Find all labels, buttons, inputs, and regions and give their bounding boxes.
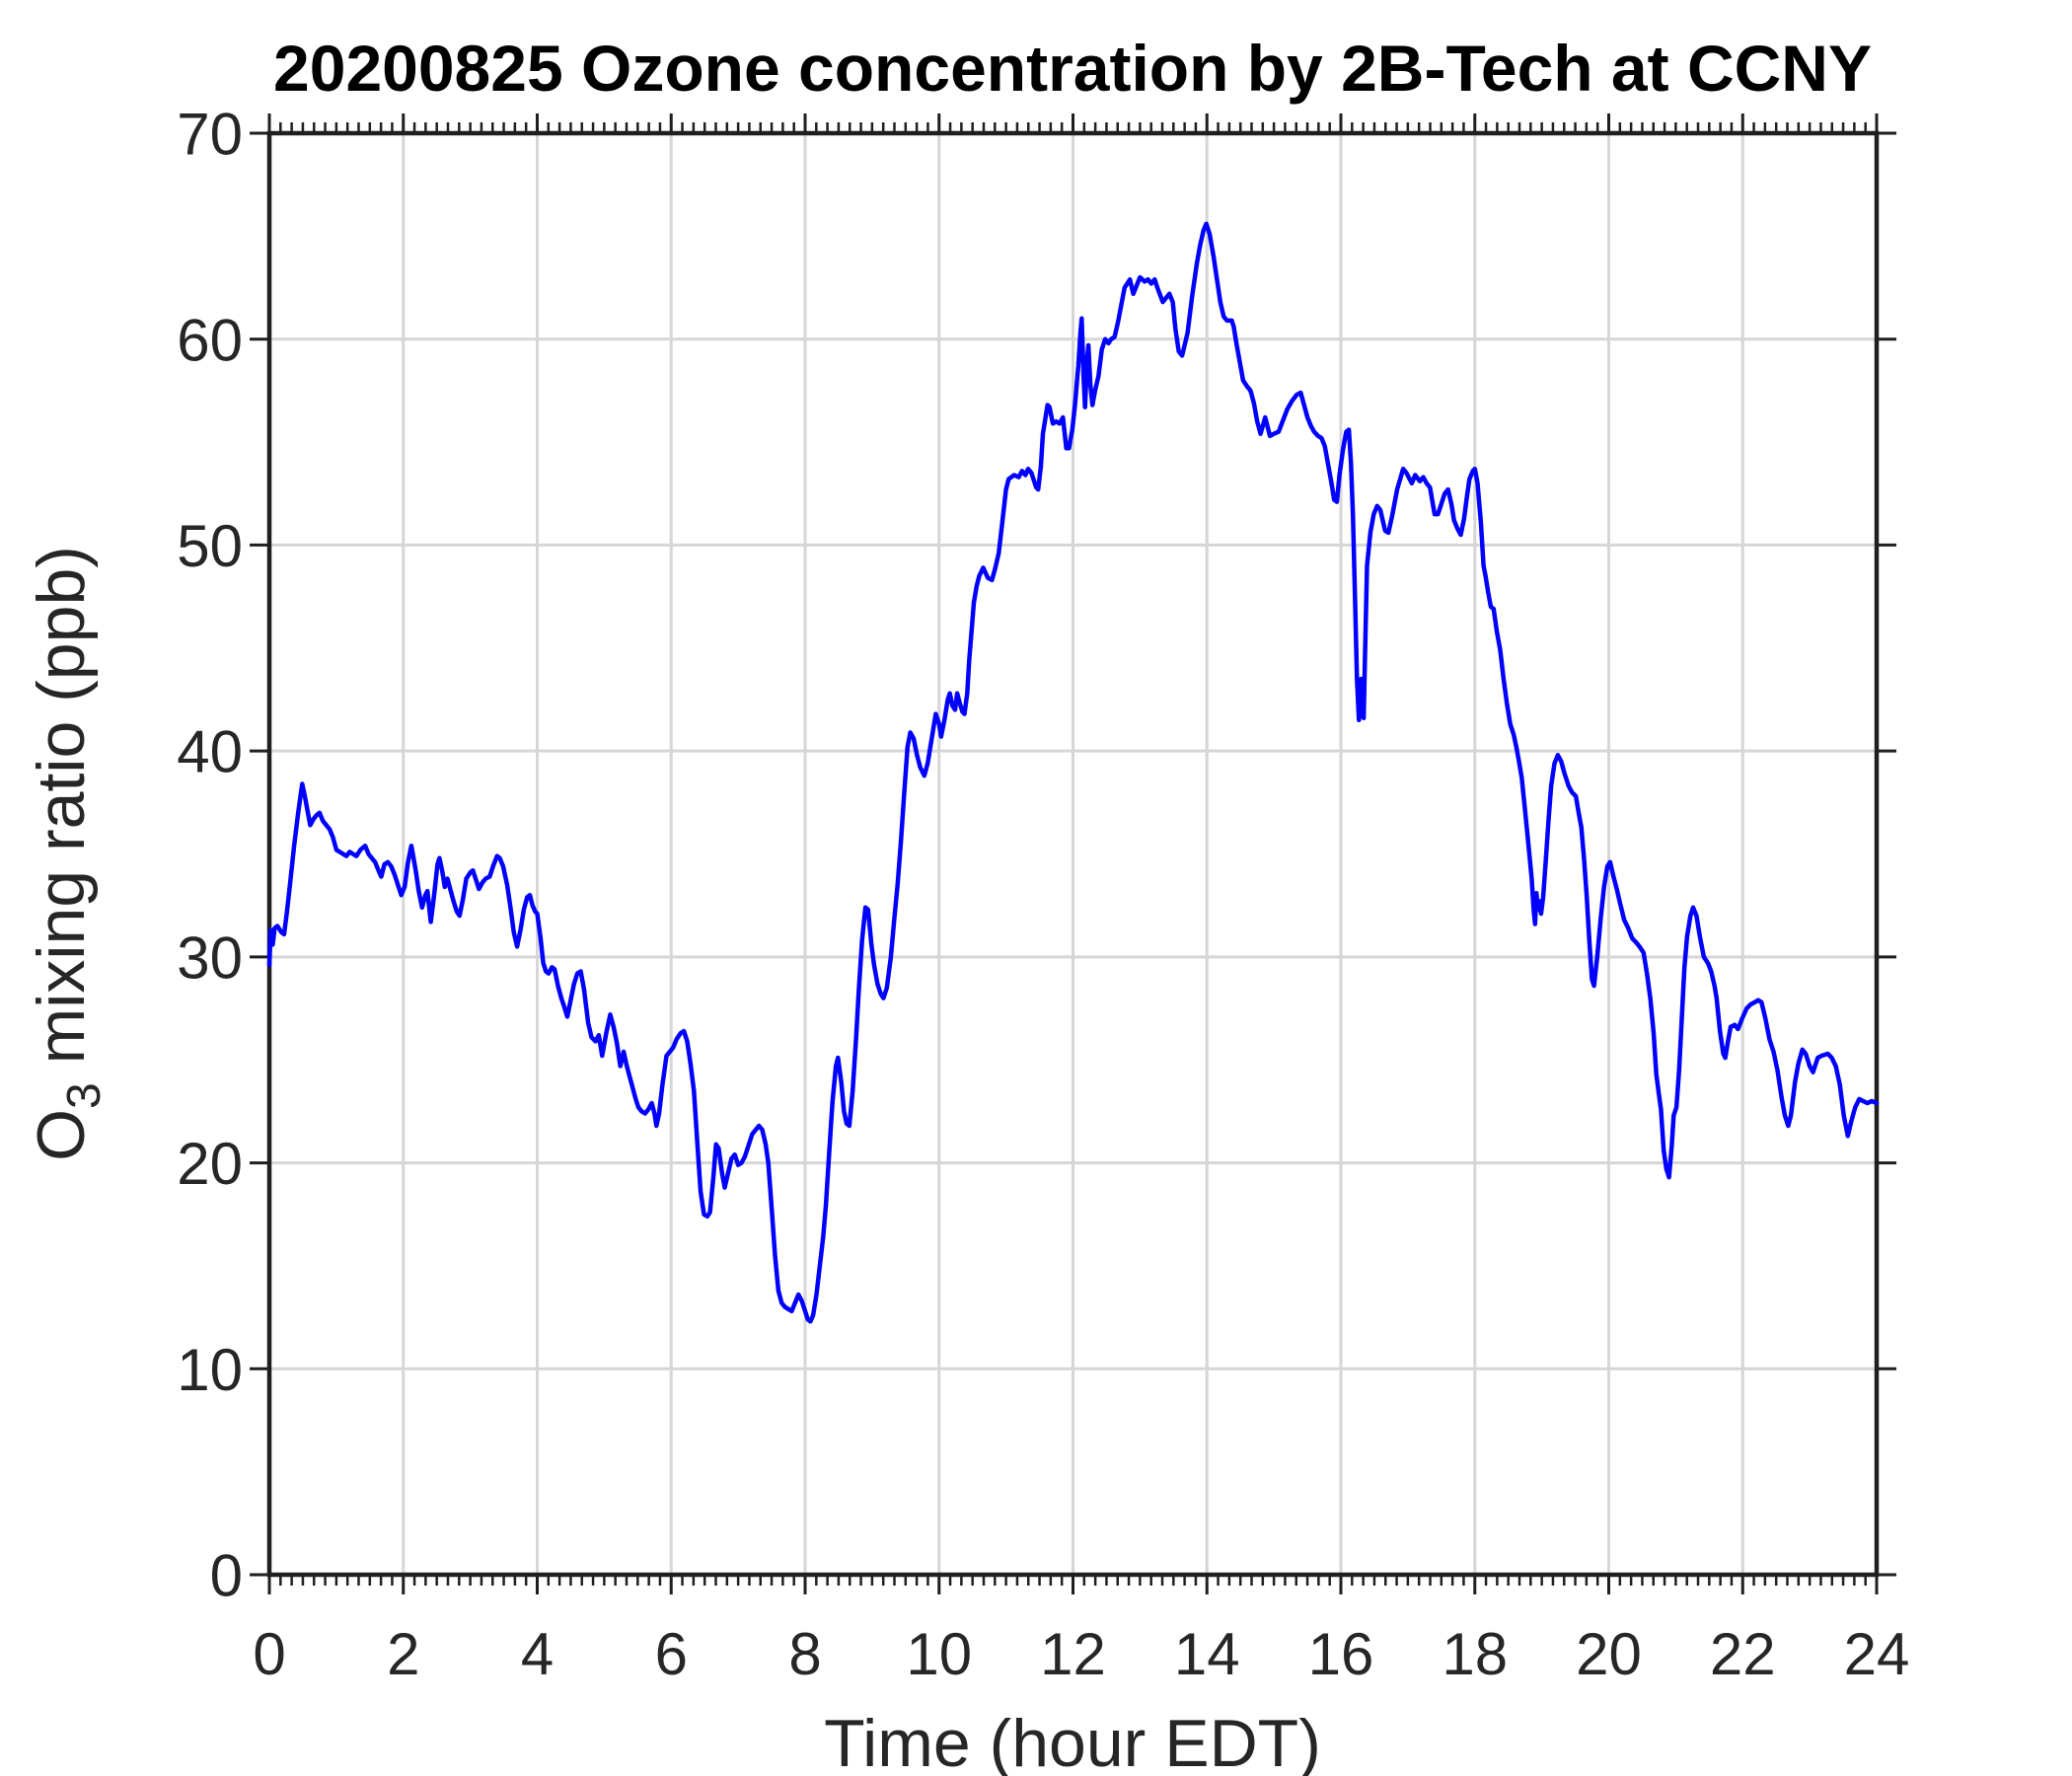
y-tick-label-70: 70 — [177, 102, 243, 168]
x-tick-label-10: 10 — [906, 1621, 972, 1687]
plot-border-box — [266, 130, 1880, 1578]
y-tick-label-10: 10 — [177, 1337, 243, 1403]
x-tick-label-16: 16 — [1308, 1621, 1374, 1687]
y-axis-label: O3 mixing ratio (ppb) — [24, 546, 111, 1161]
x-axis-label: Time (hour EDT) — [824, 1706, 1321, 1776]
y-tick-label-60: 60 — [177, 307, 243, 373]
y-tick-label-50: 50 — [177, 513, 243, 579]
y-tick-label-30: 30 — [177, 925, 243, 991]
y-tick-label-0: 0 — [210, 1543, 243, 1609]
x-tick-label-6: 6 — [655, 1621, 688, 1687]
x-tick-label-12: 12 — [1040, 1621, 1106, 1687]
x-tick-label-0: 0 — [253, 1621, 285, 1687]
ozone-data-line — [266, 221, 1880, 1324]
x-tick-label-18: 18 — [1442, 1621, 1508, 1687]
x-tick-label-14: 14 — [1174, 1621, 1240, 1687]
chart-title: 20200825 Ozone concentration by 2B-Tech … — [273, 32, 1872, 105]
y-tick-label-40: 40 — [177, 719, 243, 785]
y-tick-label-20: 20 — [177, 1131, 243, 1197]
grid-lines — [269, 133, 1877, 1575]
x-tick-label-4: 4 — [521, 1621, 554, 1687]
x-tick-label-24: 24 — [1844, 1621, 1910, 1687]
x-tick-label-22: 22 — [1710, 1621, 1776, 1687]
x-tick-label-20: 20 — [1576, 1621, 1642, 1687]
x-tick-label-2: 2 — [387, 1621, 419, 1687]
x-tick-label-8: 8 — [788, 1621, 821, 1687]
